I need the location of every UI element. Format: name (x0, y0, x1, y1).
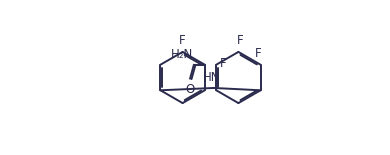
Text: F: F (237, 34, 243, 47)
Text: H₂N: H₂N (171, 48, 193, 61)
Text: O: O (185, 82, 195, 95)
Text: HN: HN (203, 71, 220, 84)
Text: F: F (255, 47, 262, 60)
Text: F: F (220, 57, 227, 70)
Text: F: F (179, 34, 186, 47)
